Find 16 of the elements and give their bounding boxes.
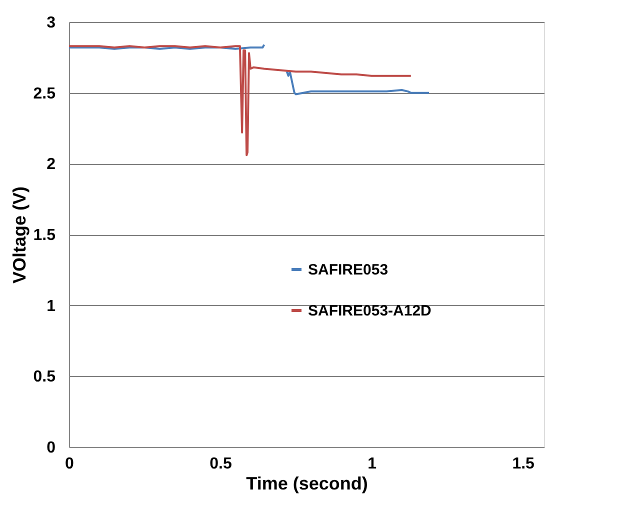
x-tick-label: 0 — [65, 456, 74, 472]
y-axis-title: VOltage (V) — [9, 186, 30, 284]
x-tick-label: 1.5 — [512, 456, 535, 472]
x-tick-label: 0.5 — [210, 456, 232, 472]
x-axis-title: Time (second) — [246, 474, 368, 494]
y-tick-label: 2 — [46, 156, 56, 174]
y-tick-label: 2.5 — [33, 85, 56, 102]
y-tick-label: 1.5 — [33, 227, 56, 244]
legend-label: SAFIRE053-A12D — [308, 302, 432, 320]
legend-label: SAFIRE053 — [308, 262, 388, 278]
line-series — [68, 45, 412, 156]
x-tick-label: 1 — [368, 456, 377, 472]
y-tick-label: 3 — [46, 14, 56, 32]
y-tick-label: 0 — [46, 440, 56, 456]
y-tick-label: 1 — [46, 298, 56, 315]
y-tick-label: 0.5 — [33, 368, 56, 386]
